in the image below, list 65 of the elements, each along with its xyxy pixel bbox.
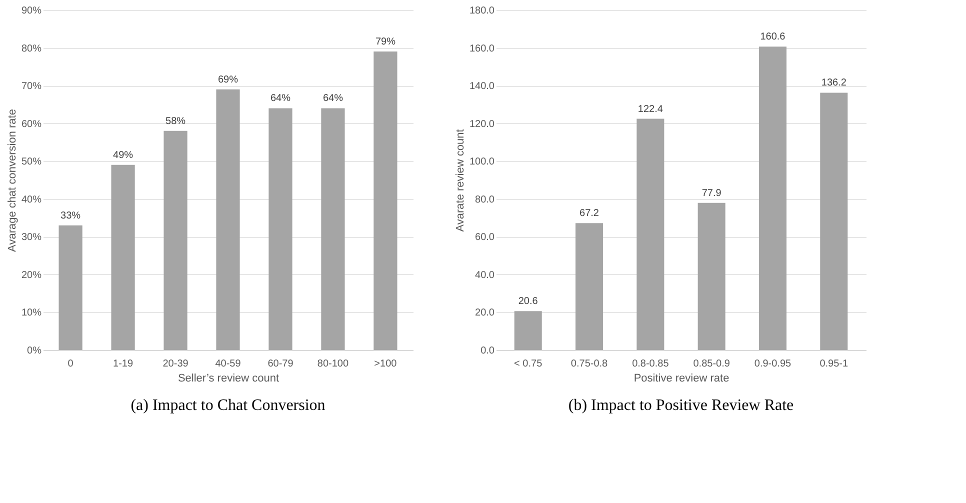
bar — [111, 164, 135, 350]
y-tick-label: 80.0 — [475, 194, 495, 206]
bar — [514, 311, 542, 350]
y-axis-title: Avarage chat conversion rate — [6, 109, 18, 252]
y-tick-label: 60% — [21, 118, 42, 130]
x-tick-label: 0.8-0.85 — [632, 358, 670, 370]
y-tick-label: 30% — [21, 232, 42, 244]
x-axis-title: Seller’s review count — [178, 372, 280, 384]
data-label: 160.6 — [760, 32, 786, 43]
x-tick-label: 0.75-0.8 — [570, 358, 608, 370]
y-tick-label: 50% — [21, 156, 42, 168]
x-tick-label: 20-39 — [162, 358, 189, 370]
data-label: 58% — [166, 116, 186, 127]
data-label: 136.2 — [821, 78, 847, 89]
bar — [216, 89, 240, 350]
text: (a) Impact to Chat Conversion — [130, 397, 326, 414]
x-tick-label: 40-59 — [215, 358, 242, 370]
y-tick-label: 160.0 — [469, 43, 495, 54]
data-label: 69% — [218, 74, 238, 86]
x-tick-label: 0.85-0.9 — [693, 358, 730, 370]
data-label: 64% — [322, 93, 344, 104]
y-tick-label: 10% — [21, 308, 42, 319]
y-tick-label: 80% — [21, 43, 42, 54]
x-tick-label: 1-19 — [113, 358, 134, 370]
y-tick-label: 140.0 — [469, 81, 495, 92]
data-label: 49% — [113, 150, 134, 161]
y-axis-title: Avarate review count — [454, 129, 466, 232]
bar — [374, 52, 398, 350]
data-label: 64% — [270, 93, 291, 104]
bar — [636, 118, 664, 350]
y-tick-label: 180.0 — [469, 6, 495, 16]
bar — [58, 225, 82, 350]
x-tick-label: >100 — [374, 358, 398, 370]
y-tick-label: 90% — [21, 6, 42, 16]
y-tick-label: 100.0 — [469, 156, 495, 168]
y-tick-label: 40% — [21, 194, 42, 206]
bar — [820, 92, 848, 350]
y-tick-label: 40.0 — [475, 270, 495, 281]
bar — [268, 108, 292, 350]
data-label: 67.2 — [580, 208, 600, 220]
data-label: 77.9 — [702, 188, 722, 199]
y-tick-label: 120.0 — [469, 118, 495, 130]
y-tick-label: 20% — [21, 270, 42, 281]
x-tick-label: 0.9-0.95 — [754, 358, 792, 370]
data-label: 20.6 — [518, 296, 538, 308]
x-axis-title: Positive review rate — [634, 372, 730, 384]
y-tick-label: 20.0 — [475, 308, 495, 319]
x-tick-label: 0 — [68, 358, 74, 370]
x-tick-label: 60-79 — [268, 358, 294, 370]
bar — [164, 130, 188, 350]
x-tick-label: 0.95-1 — [820, 358, 849, 370]
y-tick-label: 0% — [27, 346, 42, 356]
bar — [698, 202, 726, 350]
bar — [576, 223, 604, 350]
y-tick-label: 70% — [21, 81, 42, 92]
data-label: 33% — [60, 210, 81, 222]
bar — [321, 108, 345, 350]
text: (b) Impact to Positive Review Rate — [568, 397, 794, 414]
y-tick-label: 0.0 — [480, 346, 495, 356]
data-label: 122.4 — [638, 104, 664, 115]
x-tick-label: < 0.75 — [514, 358, 543, 370]
data-label: 79% — [375, 36, 396, 48]
y-tick-label: 60.0 — [475, 232, 495, 244]
x-tick-label: 80-100 — [317, 358, 349, 370]
bar — [758, 46, 786, 350]
